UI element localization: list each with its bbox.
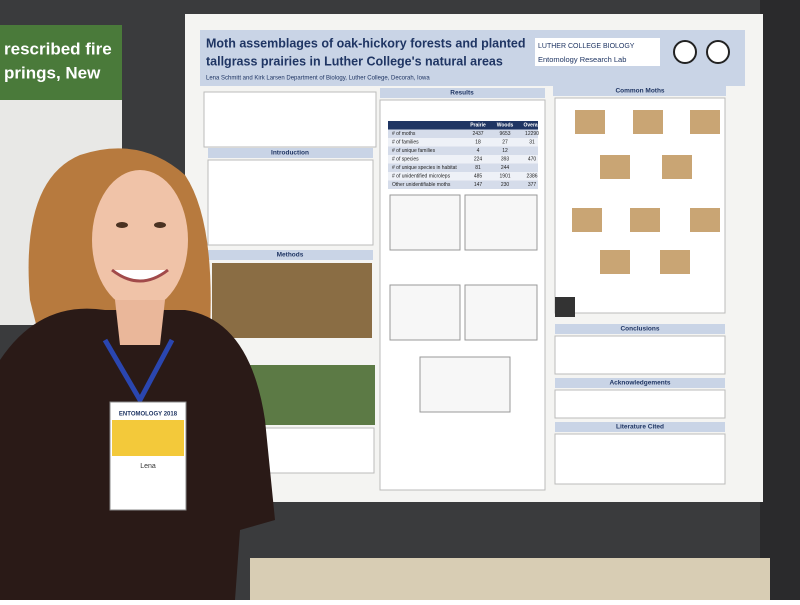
- qr-code: [555, 297, 575, 317]
- section-title: Acknowledgements: [609, 380, 670, 387]
- neck: [115, 300, 165, 345]
- eye: [154, 222, 166, 228]
- plot: [419, 356, 511, 413]
- section-header: [208, 250, 373, 260]
- section-title: Conclusions: [620, 326, 659, 333]
- section-header: [555, 422, 725, 432]
- table-cell: 244: [501, 165, 510, 171]
- icon: [673, 40, 697, 64]
- text-block: [554, 389, 726, 419]
- moth-photo: [690, 110, 720, 134]
- table-cell: # of unidentified microleps: [392, 173, 451, 179]
- table-row-bg: [388, 129, 538, 138]
- smile: [111, 268, 169, 283]
- table-cell: # of moths: [392, 131, 416, 137]
- moth-photo: [600, 250, 630, 274]
- poster-title: tallgrass prairies in Luther College's n…: [206, 54, 503, 68]
- text-block: [207, 159, 374, 246]
- section-title: Results: [450, 90, 474, 97]
- table-cell: 470: [528, 156, 537, 162]
- section-title: Common Moths: [615, 88, 664, 95]
- floor: [250, 558, 770, 600]
- moth-photo: [662, 155, 692, 179]
- table-header: Woods: [497, 122, 514, 128]
- moth-photo: [600, 155, 630, 179]
- table-header-bg: [388, 121, 538, 130]
- table-cell: # of species: [392, 156, 419, 162]
- plot: [389, 284, 461, 341]
- section-header: [208, 148, 373, 158]
- table-cell: Other unidentifiable moths: [392, 182, 451, 188]
- table-row-bg: [388, 146, 538, 155]
- left-poster-text: rescribed fire: [4, 39, 112, 58]
- table-cell: 4: [477, 148, 480, 154]
- table-cell: 485: [474, 173, 483, 179]
- moth-photo: [690, 208, 720, 232]
- table-cell: 230: [501, 182, 510, 188]
- moth-photo: [575, 110, 605, 134]
- text-block: [554, 335, 726, 375]
- icon: [706, 40, 730, 64]
- table-cell: 18: [475, 139, 481, 145]
- table-row-bg: [388, 155, 538, 164]
- table-cell: 2437: [472, 131, 483, 137]
- plot: [464, 284, 538, 341]
- table-cell: 9653: [499, 131, 510, 137]
- table-header: Overall: [524, 122, 542, 128]
- table-cell: 147: [474, 182, 483, 188]
- badge-event: ENTOMOLOGY 2018: [119, 412, 178, 418]
- photo: [212, 263, 372, 338]
- lab-text: Entomology Research Lab: [538, 55, 626, 64]
- results-table: Prairie Woods Overall# of moths 2437 9653 122…: [388, 121, 541, 189]
- board-edge: [760, 0, 800, 600]
- face: [92, 170, 188, 310]
- table-cell: 377: [528, 182, 537, 188]
- table-cell: 27: [502, 139, 508, 145]
- badge-name: Lena: [140, 463, 156, 470]
- left-poster-text: prings, New: [4, 63, 101, 82]
- table-cell: 224: [474, 156, 483, 162]
- table-header: Prairie: [470, 122, 486, 128]
- poster-title: Moth assemblages of oak-hickory forests …: [206, 36, 526, 50]
- moth-photos: [572, 110, 720, 274]
- lanyard: [102, 338, 175, 406]
- table-cell: 1901: [499, 173, 510, 179]
- abstract: [203, 91, 377, 148]
- section-header: [380, 88, 545, 98]
- moth-photo: [572, 208, 602, 232]
- table-cell: 393: [501, 156, 510, 162]
- table-cell: # of unique species in habitat: [392, 165, 457, 171]
- section-header: [553, 86, 726, 96]
- table-cell: 2386: [526, 173, 537, 179]
- section-title: Methods: [277, 252, 304, 259]
- left-poster-header: [0, 25, 122, 100]
- table-row-bg: [388, 172, 538, 181]
- moth-photo: [660, 250, 690, 274]
- table-cell: 81: [475, 165, 481, 171]
- table-row-bg: [388, 138, 538, 147]
- table-row-bg: [388, 163, 538, 172]
- table-row-bg: [388, 180, 538, 189]
- eye: [116, 222, 128, 228]
- moth-photo: [630, 208, 660, 232]
- badge-graphic: [112, 420, 184, 456]
- table-cell: # of unique families: [392, 148, 436, 154]
- section-header: [555, 324, 725, 334]
- table-cell: 31: [529, 139, 535, 145]
- table-cell: 12290: [525, 131, 539, 137]
- section-title: Literature Cited: [616, 424, 664, 431]
- table-cell: # of families: [392, 139, 419, 145]
- lab-logo: [535, 38, 660, 66]
- table-cell: 12: [502, 148, 508, 154]
- section-header: [555, 378, 725, 388]
- plot: [464, 194, 538, 251]
- lab-text: LUTHER COLLEGE BIOLOGY: [538, 43, 635, 50]
- plot: [389, 194, 461, 251]
- section-title: Introduction: [271, 150, 309, 157]
- moth-photo: [633, 110, 663, 134]
- text-block: [554, 433, 726, 485]
- poster-authors: Lena Schmitt and Kirk Larsen Department …: [206, 76, 430, 82]
